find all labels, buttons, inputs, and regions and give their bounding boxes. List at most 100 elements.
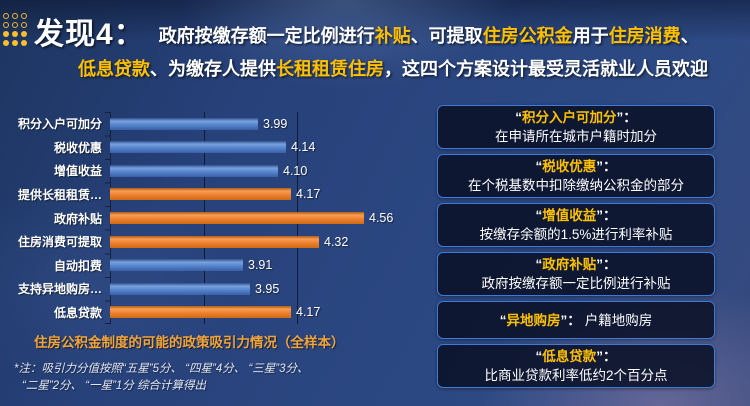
title-highlight: 补贴	[374, 26, 411, 46]
definition-card: “异地购房”： 户籍地购房	[437, 301, 715, 339]
definition-term: 积分入户可加分	[522, 110, 617, 125]
close-quote-colon: ”：	[596, 159, 617, 174]
title-text: ，这四个方案设计最受灵活就业人员欢迎	[384, 59, 708, 79]
definition-desc: 比商业贷款利率低约2个百分点	[484, 368, 668, 383]
definition-card: “增值收益”： 按缴存余额的1.5%进行利率补贴	[437, 203, 715, 247]
bar-value-label: 4.14	[291, 140, 316, 155]
definition-term: 增值收益	[542, 208, 597, 223]
chart-row: 支持异地购房… 3.95	[8, 277, 432, 301]
axis-tick-bottom	[105, 323, 111, 324]
bar-area: 3.91	[110, 253, 432, 277]
definition-term-line: “异地购房”：	[500, 311, 581, 330]
bar	[110, 212, 364, 225]
title-line-2: 低息贷款、为缴存人提供长租租赁住房，这四个方案设计最受灵活就业人员欢迎	[34, 56, 746, 83]
title-highlight: 住房公积金	[482, 26, 573, 46]
bar	[110, 259, 243, 272]
dot-icon	[21, 22, 27, 28]
definition-panel: “积分入户可加分”： 在申请所在城市户籍时加分 “税收优惠”： 在个税基数中扣除缴纳公…	[437, 105, 715, 388]
definition-term-line: “增值收益”：	[536, 206, 617, 225]
title-highlight: 长租租赁住房	[276, 59, 384, 79]
bar-area: 3.95	[110, 277, 432, 301]
definition-desc: 按缴存余额的1.5%进行利率补贴	[479, 227, 673, 242]
bar-value-label: 3.99	[263, 116, 288, 131]
bar-value-label: 3.91	[248, 258, 273, 273]
title-text: 、可提取	[410, 26, 483, 46]
category-label: 自动扣费	[53, 258, 102, 273]
close-quote-colon: ”：	[560, 312, 581, 328]
bar-area: 4.14	[110, 136, 432, 160]
dots-decoration	[3, 13, 27, 46]
dot-icon	[12, 31, 18, 37]
bar-area: 4.32	[110, 230, 432, 254]
category-label: 税收优惠	[53, 140, 102, 155]
slide-title: 发现4： 政府按缴存额一定比例进行补贴、可提取住房公积金用于住房消费、 低息贷款、…	[34, 15, 746, 83]
definition-term-line: “政府补贴”：	[536, 255, 617, 274]
definition-desc: 在个税基数中扣除缴纳公积金的部分	[468, 178, 684, 193]
title-text: 政府按缴存额一定比例进行	[158, 26, 375, 46]
title-highlight: 住房消费	[608, 26, 681, 46]
chart-row: 低息贷款 4.17	[8, 301, 432, 325]
bar-chart: 积分入户可加分 3.99 税收优惠 4.14 增值收益 4.10 提供长租租赁… 4.17 政府…	[8, 112, 432, 324]
dot-icon	[3, 31, 9, 37]
definition-term: 税收优惠	[542, 159, 597, 174]
close-quote-colon: ”：	[596, 208, 617, 223]
category-label: 积分入户可加分	[17, 117, 102, 132]
open-quote: “	[535, 349, 543, 364]
bar-area: 4.17	[110, 183, 432, 207]
chart-row: 政府补贴 4.56	[8, 206, 432, 230]
open-quote: “	[535, 257, 543, 272]
title-text: 、	[680, 26, 699, 46]
title-text: 用于	[572, 26, 609, 46]
bar-value-label: 4.17	[296, 187, 321, 202]
open-quote: “	[499, 312, 507, 328]
bar-value-label: 3.95	[255, 281, 280, 296]
finding-label: 发现4：	[34, 18, 145, 51]
bar-value-label: 4.17	[296, 305, 321, 320]
definition-term-line: “积分入户可加分”：	[515, 108, 637, 127]
dot-icon	[12, 40, 18, 46]
definition-term: 低息贷款	[542, 349, 597, 364]
definition-card: “积分入户可加分”： 在申请所在城市户籍时加分	[437, 105, 715, 149]
dot-icon	[12, 13, 18, 19]
dot-icon	[3, 22, 9, 28]
category-label: 提供长租租赁…	[17, 187, 102, 202]
chart-footnote: *注：吸引力分值按照“五星”5分、 “四星”4分、 “三星”3分、 “二星”2分…	[14, 361, 309, 395]
axis-ticks	[105, 112, 110, 324]
definition-desc: 在申请所在城市户籍时加分	[495, 129, 657, 144]
definition-card: “税收优惠”： 在个税基数中扣除缴纳公积金的部分	[437, 154, 715, 198]
title-line-1: 发现4： 政府按缴存额一定比例进行补贴、可提取住房公积金用于住房消费、	[34, 15, 746, 56]
category-label: 支持异地购房…	[17, 282, 102, 297]
bar	[110, 282, 250, 295]
definition-term-line: “低息贷款”：	[536, 347, 617, 366]
bar-area: 3.99	[110, 112, 432, 136]
dot-icon	[12, 22, 18, 28]
bar	[110, 188, 291, 201]
category-label: 政府补贴	[53, 211, 102, 226]
close-quote-colon: ”：	[596, 349, 617, 364]
bar-value-label: 4.32	[324, 234, 349, 249]
title-text: 、为缴存人提供	[150, 59, 276, 79]
chart-row: 提供长租租赁… 4.17	[8, 183, 432, 207]
open-quote: “	[515, 110, 522, 125]
chart-row: 自动扣费 3.91	[8, 253, 432, 277]
definition-desc: 户籍地购房	[584, 312, 653, 328]
chart-row: 增值收益 4.10	[8, 159, 432, 183]
bar-value-label: 4.10	[283, 163, 308, 178]
bar-area: 4.17	[110, 301, 432, 325]
bar	[110, 117, 258, 130]
definition-term: 政府补贴	[542, 257, 597, 272]
dot-icon	[21, 13, 27, 19]
dot-icon	[21, 40, 27, 46]
dot-icon	[21, 31, 27, 37]
footnote-line-2: “二星”2分、 “一星”1分 综合计算得出	[22, 380, 206, 392]
dot-icon	[3, 40, 9, 46]
close-quote-colon: ”：	[616, 110, 637, 125]
footnote-line-1: *注：吸引力分值按照“五星”5分、 “四星”4分、 “三星”3分、	[14, 363, 309, 375]
definition-desc: 政府按缴存额一定比例进行补贴	[481, 276, 671, 291]
definition-term: 异地购房	[506, 312, 561, 328]
category-label: 低息贷款	[53, 305, 102, 320]
bar-area: 4.56	[110, 206, 432, 230]
category-label: 住房消费可提取	[17, 235, 102, 250]
definition-card: “政府补贴”： 政府按缴存额一定比例进行补贴	[437, 252, 715, 296]
